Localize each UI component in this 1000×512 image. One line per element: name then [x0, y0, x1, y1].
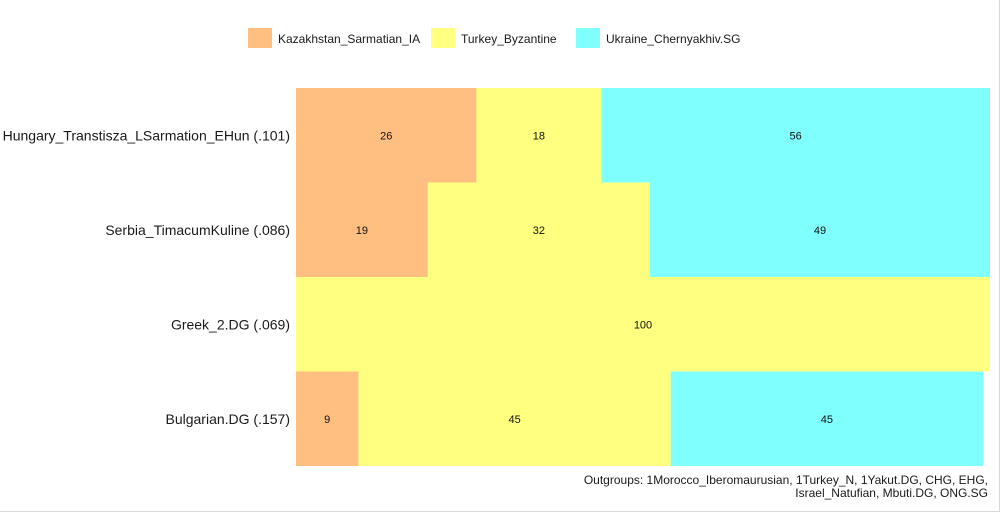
legend-label-kazakhstan-sarmatian-ia: Kazakhstan_Sarmatian_IA — [278, 32, 420, 46]
value-label-turkey-byzantine-row-2: 32 — [533, 225, 545, 237]
category-labels: Hungary_Transtisza_LSarmation_EHun (.101… — [3, 127, 290, 427]
value-label-turkey-byzantine-row-3: 100 — [634, 319, 652, 331]
bar-turkey-byzantine-row-4 — [358, 371, 671, 466]
footnote-line-1: Outgroups: 1Morocco_Iberomaurusian, 1Tur… — [584, 473, 988, 487]
bar-ukraine-chernyakhiv-sg-row-1 — [601, 88, 990, 183]
value-label-kazakhstan-sarmatian-ia-row-4: 9 — [324, 414, 330, 426]
bars — [296, 88, 990, 466]
value-label-kazakhstan-sarmatian-ia-row-2: 19 — [356, 225, 368, 237]
legend-key-ukraine-chernyakhiv-sg — [576, 28, 600, 48]
value-label-kazakhstan-sarmatian-ia-row-1: 26 — [380, 130, 392, 142]
bar-kazakhstan-sarmatian-ia-row-2 — [296, 182, 428, 277]
footnote: Outgroups: 1Morocco_Iberomaurusian, 1Tur… — [584, 473, 988, 500]
bar-turkey-byzantine-row-3 — [296, 277, 990, 372]
category-label-3: Greek_2.DG (.069) — [171, 316, 290, 332]
legend: Kazakhstan_Sarmatian_IA Turkey_Byzantine U… — [248, 28, 741, 48]
bar-ukraine-chernyakhiv-sg-row-4 — [670, 371, 984, 466]
value-label-turkey-byzantine-row-4: 45 — [508, 414, 520, 426]
bar-kazakhstan-sarmatian-ia-row-1 — [296, 88, 477, 183]
category-label-1: Hungary_Transtisza_LSarmation_EHun (.101… — [3, 127, 290, 143]
legend-label-turkey-byzantine: Turkey_Byzantine — [461, 32, 557, 46]
legend-label-ukraine-chernyakhiv-sg: Ukraine_Chernyakhiv.SG — [606, 32, 741, 46]
value-label-ukraine-chernyakhiv-sg-row-4: 45 — [821, 414, 833, 426]
category-label-2: Serbia_TimacumKuline (.086) — [105, 222, 290, 238]
legend-key-kazakhstan-sarmatian-ia — [248, 28, 272, 48]
bar-kazakhstan-sarmatian-ia-row-4 — [296, 371, 359, 466]
bar-ukraine-chernyakhiv-sg-row-2 — [649, 182, 990, 277]
value-label-ukraine-chernyakhiv-sg-row-1: 56 — [790, 130, 802, 142]
category-label-4: Bulgarian.DG (.157) — [165, 411, 290, 427]
bar-turkey-byzantine-row-2 — [427, 182, 650, 277]
value-labels: 26 18 56 19 32 49 100 9 45 45 — [324, 130, 833, 426]
legend-key-turkey-byzantine — [431, 28, 455, 48]
value-label-turkey-byzantine-row-1: 18 — [533, 130, 545, 142]
footnote-line-2: Israel_Natufian, Mbuti.DG, ONG.SG — [795, 486, 988, 500]
value-label-ukraine-chernyakhiv-sg-row-2: 49 — [814, 225, 826, 237]
bar-turkey-byzantine-row-1 — [476, 88, 602, 183]
